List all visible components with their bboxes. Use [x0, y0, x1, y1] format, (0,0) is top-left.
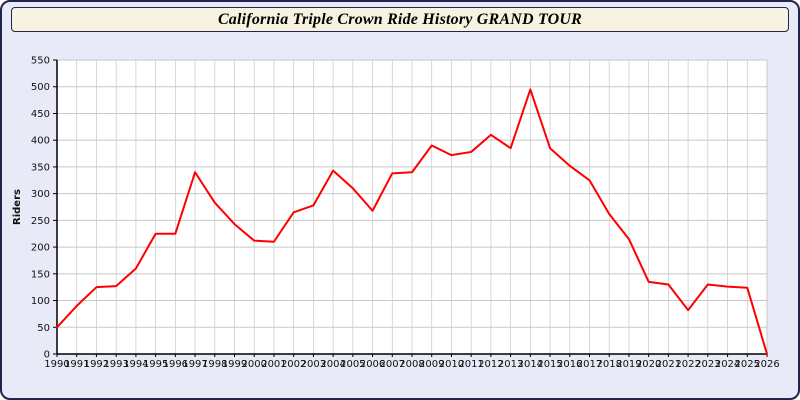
x-tick-label: 2026: [754, 359, 779, 370]
y-tick-label: 250: [31, 216, 50, 227]
x-tick-label: 2003: [301, 359, 326, 370]
y-axis-title: Riders: [12, 189, 23, 225]
x-tick-label: 2000: [241, 359, 266, 370]
chart-title: California Triple Crown Ride History GRA…: [217, 10, 583, 28]
x-tick-label: 2024: [715, 359, 740, 370]
x-tick-label: 2012: [478, 359, 503, 370]
x-tick-label: 1999: [222, 359, 247, 370]
x-tick-label: 2013: [498, 359, 523, 370]
x-tick-label: 2002: [281, 359, 306, 370]
x-tick-label: 2017: [577, 359, 602, 370]
x-tick-label: 1991: [64, 359, 89, 370]
x-tick-label: 2016: [557, 359, 582, 370]
y-tick-label: 500: [31, 82, 50, 93]
y-tick-label: 400: [31, 136, 50, 147]
x-tick-label: 2021: [656, 359, 681, 370]
x-tick-label: 2001: [261, 359, 286, 370]
axis-tick-labels: 0501001502002503003504004505005501990199…: [31, 56, 780, 371]
x-tick-label: 2025: [735, 359, 760, 370]
x-tick-label: 2019: [616, 359, 641, 370]
x-tick-label: 2011: [458, 359, 483, 370]
y-tick-label: 200: [31, 243, 50, 254]
x-tick-label: 2004: [320, 359, 345, 370]
y-tick-label: 100: [31, 296, 50, 307]
x-tick-label: 1997: [182, 359, 207, 370]
x-tick-label: 1994: [123, 359, 148, 370]
x-tick-label: 2015: [537, 359, 562, 370]
x-tick-label: 1995: [143, 359, 168, 370]
x-tick-label: 1990: [44, 359, 69, 370]
chart-title-bar: California Triple Crown Ride History GRA…: [11, 7, 789, 32]
x-tick-label: 1998: [202, 359, 227, 370]
x-tick-label: 1992: [84, 359, 109, 370]
y-tick-label: 350: [31, 162, 50, 173]
x-tick-label: 2023: [695, 359, 720, 370]
x-tick-label: 2006: [360, 359, 385, 370]
y-tick-label: 150: [31, 269, 50, 280]
y-tick-label: 300: [31, 189, 50, 200]
x-tick-label: 2018: [596, 359, 621, 370]
x-tick-label: 2014: [518, 359, 543, 370]
y-tick-label: 0: [44, 350, 50, 361]
x-tick-label: 2010: [439, 359, 464, 370]
y-tick-label: 450: [31, 109, 50, 120]
x-tick-label: 2005: [340, 359, 365, 370]
x-tick-label: 2008: [399, 359, 424, 370]
x-tick-label: 2007: [380, 359, 405, 370]
x-tick-label: 2020: [636, 359, 661, 370]
x-tick-label: 1996: [163, 359, 188, 370]
x-tick-label: 2022: [675, 359, 700, 370]
x-tick-label: 2009: [419, 359, 444, 370]
x-tick-label: 1993: [103, 359, 128, 370]
y-tick-label: 50: [37, 323, 50, 334]
riders-series-line: [56, 88, 768, 355]
y-tick-label: 550: [31, 56, 50, 67]
